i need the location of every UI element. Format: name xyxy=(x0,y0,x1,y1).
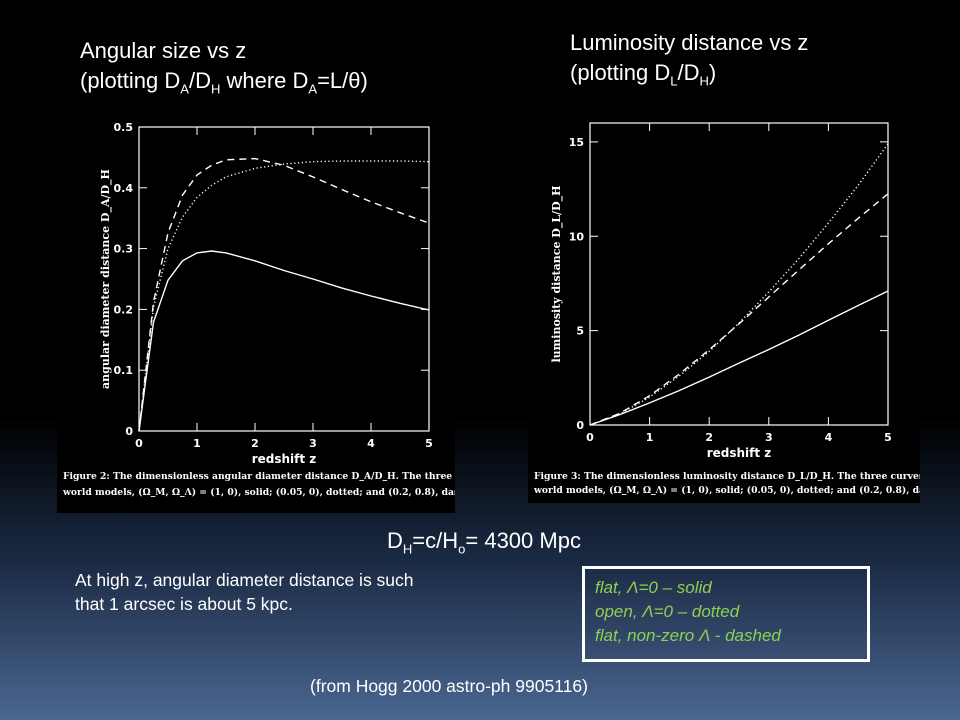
x-tick-label: 0 xyxy=(586,431,594,444)
x-tick-label: 4 xyxy=(825,431,833,444)
curve-style-legend: flat, Λ=0 – solid open, Λ=0 – dotted fla… xyxy=(582,566,870,662)
hubble-distance-formula: DH=c/Ho= 4300 Mpc xyxy=(387,528,581,556)
t: (plotting D xyxy=(80,68,181,93)
t: =c/H xyxy=(412,528,459,553)
left-chart-title: Angular size vs z (plotting DA/DH where … xyxy=(80,36,368,104)
caption-line1-left: Figure 2: The dimensionless angular diam… xyxy=(63,471,455,482)
curve-dashed xyxy=(589,193,889,426)
angular-distance-plot: Figure 2: The dimensionless angular diam… xyxy=(62,121,455,498)
t: A xyxy=(308,81,318,97)
t: (plotting D xyxy=(570,60,671,85)
x-axis-label: redshift z xyxy=(252,452,317,466)
legend-dotted: open, Λ=0 – dotted xyxy=(595,602,740,621)
y-tick-label: 0.2 xyxy=(114,303,134,316)
y-axis-label: luminosity distance D_L/D_H xyxy=(550,185,564,362)
t: = 4300 Mpc xyxy=(465,528,581,553)
right-title-line1: Luminosity distance vs z xyxy=(570,30,809,55)
t: =L/θ) xyxy=(317,68,368,93)
left-title-line2: (plotting DA/DH where DA=L/θ) xyxy=(80,66,368,104)
x-tick-label: 3 xyxy=(309,437,317,450)
curve-solid xyxy=(138,250,430,432)
x-tick-label: 2 xyxy=(251,437,259,450)
legend-solid: flat, Λ=0 – solid xyxy=(595,578,712,597)
x-axis-label: redshift z xyxy=(707,446,772,460)
x-tick-label: 5 xyxy=(425,437,433,450)
caption-line2-left: world models, (Ω_M, Ω_Λ) = (1, 0), solid… xyxy=(62,487,455,498)
y-tick-label: 0.5 xyxy=(114,121,134,134)
t: /D xyxy=(188,68,211,93)
caption-line2-right: world models, (Ω_M, Ω_Λ) = (1, 0), solid… xyxy=(533,485,920,496)
t: A xyxy=(180,81,189,97)
y-tick-label: 15 xyxy=(569,136,584,149)
right-title-line2: (plotting DL/DH) xyxy=(570,58,808,96)
right-chart-title: Luminosity distance vs z (plotting DL/DH… xyxy=(570,28,808,96)
luminosity-distance-plot: Figure 3: The dimensionless luminosity d… xyxy=(533,122,920,496)
t: H xyxy=(699,73,709,89)
t: where D xyxy=(220,68,309,93)
legend-dashed: flat, non-zero Λ - dashed xyxy=(595,626,781,645)
y-tick-label: 0 xyxy=(576,419,584,432)
y-tick-label: 0.4 xyxy=(114,182,134,195)
t: o xyxy=(458,541,466,557)
t: ) xyxy=(708,60,717,85)
x-tick-label: 2 xyxy=(705,431,713,444)
curve-dashed xyxy=(138,157,430,432)
plot-frame xyxy=(589,122,889,426)
t: H xyxy=(210,81,221,97)
angular-distance-figure: Figure 2: The dimensionless angular diam… xyxy=(57,113,455,513)
y-tick-label: 5 xyxy=(576,325,584,338)
y-tick-label: 0 xyxy=(125,425,133,438)
y-tick-label: 0.1 xyxy=(114,364,134,377)
left-title-line1: Angular size vs z xyxy=(80,38,247,63)
curve-dotted xyxy=(589,143,889,426)
curve-dotted xyxy=(138,160,430,432)
x-tick-label: 4 xyxy=(367,437,375,450)
x-tick-label: 1 xyxy=(193,437,201,450)
t: H xyxy=(402,541,413,557)
y-axis-label: angular diameter distance D_A/D_H xyxy=(99,169,113,389)
luminosity-distance-figure: Figure 3: The dimensionless luminosity d… xyxy=(528,113,920,503)
source-citation: (from Hogg 2000 astro-ph 9905116) xyxy=(310,676,588,696)
plot-frame xyxy=(138,126,430,432)
y-tick-label: 0.3 xyxy=(114,243,134,256)
y-tick-label: 10 xyxy=(569,230,585,243)
x-tick-label: 3 xyxy=(765,431,773,444)
angular-size-note: At high z, angular diameter distance is … xyxy=(75,570,414,614)
caption-line1-right: Figure 3: The dimensionless luminosity d… xyxy=(534,471,920,482)
t: /D xyxy=(677,60,700,85)
x-tick-label: 1 xyxy=(646,431,654,444)
t: L xyxy=(670,73,678,89)
t: D xyxy=(387,528,403,553)
curve-solid xyxy=(589,290,889,426)
x-tick-label: 5 xyxy=(884,431,892,444)
x-tick-label: 0 xyxy=(135,437,143,450)
